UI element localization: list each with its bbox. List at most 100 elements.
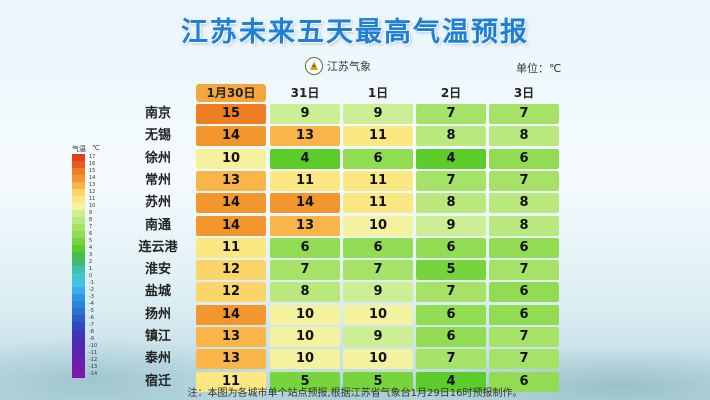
legend-row: -3 — [72, 294, 112, 301]
legend-swatch — [72, 238, 85, 245]
temperature-cell: 4 — [416, 149, 486, 169]
temperature-cell: 7 — [489, 171, 559, 191]
legend-swatch — [72, 336, 85, 343]
temperature-cell: 14 — [196, 216, 266, 236]
city-label: 苏州 — [144, 195, 171, 210]
temperature-cell: 8 — [416, 193, 486, 213]
legend-value: -5 — [89, 308, 94, 314]
legend-swatch — [72, 357, 85, 364]
temperature-cell: 13 — [196, 327, 266, 347]
legend-swatch — [72, 371, 85, 378]
temperature-cell: 8 — [416, 126, 486, 146]
temperature-cell: 7 — [416, 282, 486, 302]
logo-text: 江苏气象 — [327, 60, 371, 73]
legend-row: 4 — [72, 245, 112, 252]
legend-row: 2 — [72, 259, 112, 266]
city-label: 南通 — [144, 218, 171, 233]
temperature-cell: 10 — [343, 349, 413, 369]
temperature-cell: 15 — [196, 104, 266, 124]
temperature-cell: 8 — [489, 126, 559, 146]
legend-value: 6 — [89, 231, 93, 237]
unit-label: 单位：℃ — [516, 62, 562, 75]
temperature-cell: 7 — [489, 327, 559, 347]
footnote: 注：本图为各城市单个站点预报,根据江苏省气象台1月29日16时预报制作。 — [187, 388, 523, 399]
temperature-cell: 9 — [270, 104, 340, 124]
legend-value: 15 — [89, 168, 96, 174]
temperature-cell: 6 — [270, 238, 340, 258]
temperature-cell: 5 — [343, 372, 413, 392]
legend-header-label: 气温 — [72, 145, 86, 153]
legend-swatch — [72, 210, 85, 217]
temperature-cell: 6 — [489, 238, 559, 258]
legend-value: -10 — [89, 343, 98, 349]
legend-row: -8 — [72, 329, 112, 336]
legend-value: -12 — [89, 357, 98, 363]
temperature-cell: 7 — [489, 349, 559, 369]
legend-row: -4 — [72, 301, 112, 308]
legend-swatch — [72, 203, 85, 210]
legend-row: 0 — [72, 273, 112, 280]
legend-value: 7 — [89, 224, 93, 230]
temperature-cell: 10 — [343, 305, 413, 325]
temperature-cell: 7 — [416, 349, 486, 369]
legend-value: 5 — [89, 238, 93, 244]
legend-swatch — [72, 259, 85, 266]
legend-row: -5 — [72, 308, 112, 315]
temperature-cell: 7 — [489, 104, 559, 124]
temperature-cell: 10 — [270, 327, 340, 347]
column-header: 1月30日 — [196, 84, 266, 102]
legend-value: -2 — [89, 287, 94, 293]
temperature-cell: 13 — [196, 349, 266, 369]
temperature-cell: 10 — [270, 305, 340, 325]
temperature-cell: 9 — [343, 282, 413, 302]
legend-value: -1 — [89, 280, 94, 286]
city-label: 盐城 — [144, 284, 171, 299]
legend-row: -10 — [72, 343, 112, 350]
city-label: 宿迁 — [144, 374, 171, 389]
legend-swatch — [72, 343, 85, 350]
legend-row: 6 — [72, 231, 112, 238]
legend-row: -7 — [72, 322, 112, 329]
legend-swatch — [72, 196, 85, 203]
temperature-cell: 7 — [489, 260, 559, 280]
legend-swatch — [72, 189, 85, 196]
legend-value: 11 — [89, 196, 96, 202]
legend-swatch — [72, 217, 85, 224]
temperature-cell: 9 — [343, 327, 413, 347]
legend-value: -3 — [89, 294, 94, 300]
city-label: 徐州 — [144, 151, 171, 166]
legend-swatch — [72, 287, 85, 294]
legend-swatch — [72, 294, 85, 301]
city-label: 镇江 — [144, 329, 171, 344]
temperature-cell: 6 — [489, 305, 559, 325]
city-label: 连云港 — [138, 240, 178, 255]
temperature-cell: 10 — [270, 349, 340, 369]
temperature-cell: 8 — [489, 216, 559, 236]
legend-row: -2 — [72, 287, 112, 294]
column-header: 2日 — [440, 86, 462, 100]
city-label: 常州 — [144, 173, 171, 188]
temperature-cell: 8 — [489, 193, 559, 213]
legend-swatch — [72, 266, 85, 273]
legend-value: 8 — [89, 217, 93, 223]
temperature-cell: 14 — [196, 193, 266, 213]
legend-row: 16 — [72, 161, 112, 168]
legend-swatch — [72, 364, 85, 371]
legend-swatch — [72, 161, 85, 168]
temperature-cell: 6 — [416, 327, 486, 347]
legend-swatch — [72, 231, 85, 238]
legend-row: 9 — [72, 210, 112, 217]
legend-swatch — [72, 308, 85, 315]
legend-value: 16 — [89, 161, 96, 167]
legend-value: -13 — [89, 364, 98, 370]
legend-value: 10 — [89, 203, 96, 209]
temperature-cell: 13 — [270, 126, 340, 146]
legend-row: 15 — [72, 168, 112, 175]
column-header: 31日 — [290, 86, 320, 100]
legend-swatch — [72, 273, 85, 280]
temperature-cell: 9 — [343, 104, 413, 124]
city-label: 淮安 — [144, 262, 171, 277]
logo-emblem-icon — [305, 57, 323, 75]
legend-value: -8 — [89, 329, 94, 335]
legend-row: 12 — [72, 189, 112, 196]
